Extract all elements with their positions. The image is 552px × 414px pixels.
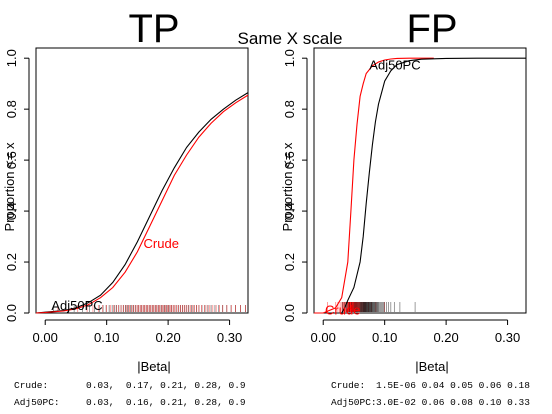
fp-x-tick-label: 0.20 xyxy=(433,330,458,345)
summary-left: Crude: 0.03, 0.17, 0.21, 0.28, 0.9 Adj50… xyxy=(14,380,246,408)
fp-y-tick-label: 0.4 xyxy=(282,202,297,220)
tp-plot-frame xyxy=(35,47,249,314)
fp-xlabel: |Beta| xyxy=(415,359,449,374)
fp-x-tick-label: 0.00 xyxy=(311,330,336,345)
summary-left-crude-label: Crude: xyxy=(14,380,48,391)
fp-series-adj50pc-line xyxy=(341,57,526,314)
tp-x-tick-label: 0.20 xyxy=(155,330,180,345)
fp-y-tick-label: 0.6 xyxy=(282,151,297,169)
tp-y-tick-label: 0.0 xyxy=(4,304,19,322)
fp-ylabel: Proportion <= x xyxy=(280,142,295,231)
tp-title: TP xyxy=(128,7,179,51)
tp-label-adj50pc: Adj50PC xyxy=(51,298,102,313)
tp-series-crude-line xyxy=(35,94,249,314)
summary-right: Crude: 1.5E-06 0.04 0.05 0.06 0.18 Adj50… xyxy=(331,380,530,408)
fp-y-tick-label: 0.0 xyxy=(282,304,297,322)
tp-x-tick-label: 0.10 xyxy=(94,330,119,345)
summary-right-crude-values: 1.5E-06 0.04 0.05 0.06 0.18 xyxy=(376,380,530,391)
summary-left-crude-values: 0.03, 0.17, 0.21, 0.28, 0.9 xyxy=(86,380,246,391)
summary-right-adj-values: 3.0E-02 0.06 0.08 0.10 0.33 xyxy=(376,397,530,408)
tp-series-adj50pc-line xyxy=(35,92,249,314)
fp-x-tick-label: 0.10 xyxy=(372,330,397,345)
fp-panel: FP |Beta| Proportion <= x 0.00 0.10 0.20 0.… xyxy=(280,7,527,374)
tp-y-tick-label: 1.0 xyxy=(4,49,19,67)
fp-y-tick-label: 0.8 xyxy=(282,100,297,118)
summary-right-crude-label: Crude: xyxy=(331,380,365,391)
fp-y-tick-label: 0.2 xyxy=(282,253,297,271)
tp-panel: TP |Beta| Proportion <= x 0.00 0.10 0.20 0.… xyxy=(2,7,249,374)
fp-plot-frame xyxy=(313,47,527,314)
tp-xlabel: |Beta| xyxy=(137,359,171,374)
summary-right-adj-label: Adj50PC: xyxy=(331,397,377,408)
summary-left-adj-values: 0.03, 0.16, 0.21, 0.28, 0.9 xyxy=(86,397,246,408)
fp-title: FP xyxy=(406,7,457,51)
fp-y-tick-label: 1.0 xyxy=(282,49,297,67)
tp-label-crude: Crude xyxy=(144,236,179,251)
fp-label-crude: Crude xyxy=(325,302,360,317)
tp-y-tick-label: 0.6 xyxy=(4,151,19,169)
figure-top-label: Same X scale xyxy=(238,29,343,48)
tp-x-tick-label: 0.30 xyxy=(217,330,242,345)
fp-label-adj50pc: Adj50PC xyxy=(369,58,420,73)
tp-y-tick-label: 0.2 xyxy=(4,253,19,271)
tp-y-tick-label: 0.4 xyxy=(4,202,19,220)
tp-x-tick-label: 0.00 xyxy=(33,330,58,345)
tp-ylabel: Proportion <= x xyxy=(2,142,17,231)
tp-y-tick-label: 0.8 xyxy=(4,100,19,118)
summary-left-adj-label: Adj50PC: xyxy=(14,397,60,408)
fp-x-tick-label: 0.30 xyxy=(495,330,520,345)
fp-series-crude-line xyxy=(314,57,434,314)
